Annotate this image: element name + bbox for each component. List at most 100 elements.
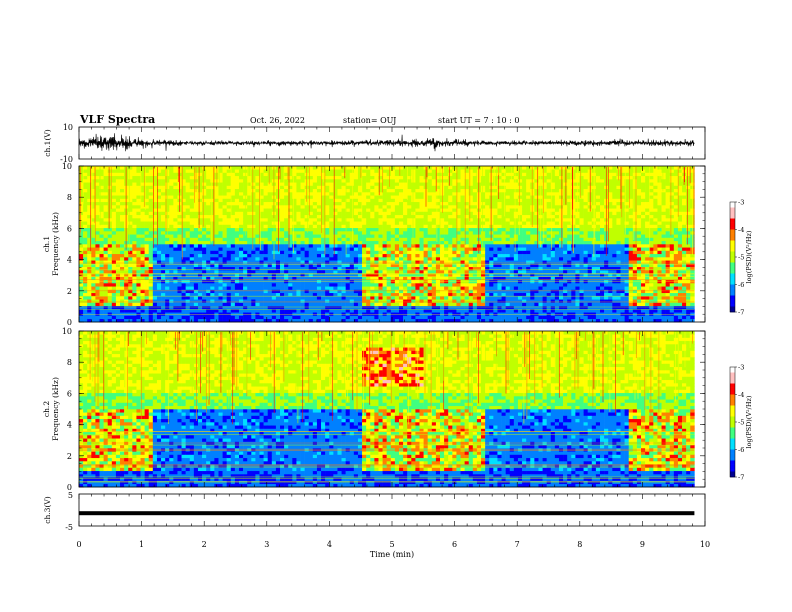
spectrogram-cell [374, 211, 379, 216]
spectrogram-cell [452, 286, 457, 290]
spectrogram-cell [185, 208, 191, 212]
spectrogram-cell [349, 192, 355, 196]
spectrogram-cell [152, 244, 158, 248]
spectrogram-cell [128, 234, 133, 238]
spectrogram-cell [427, 276, 433, 281]
spectrogram-cell [79, 279, 84, 284]
spectrogram-cell [366, 286, 371, 290]
spectrogram-cell [312, 309, 318, 313]
spectrogram-cell [181, 208, 186, 212]
spectrogram-cell [493, 312, 498, 316]
spectrogram-cell [394, 169, 400, 173]
spectrogram-cell [87, 292, 92, 297]
spectrogram-cell [152, 299, 158, 303]
spectrogram-cell [452, 283, 457, 287]
spectrogram-cell [177, 214, 182, 219]
spectrogram-cell [485, 169, 490, 173]
spectrogram-cell [132, 195, 137, 199]
spectrogram-cell [288, 253, 293, 258]
spectrogram-cell [99, 169, 104, 173]
spectrogram-cell [161, 214, 166, 219]
spectrogram-cell [493, 299, 498, 303]
spectrogram-cell [382, 289, 387, 294]
spectrogram-cell [210, 286, 215, 290]
spectrogram-cell [296, 201, 301, 206]
spectrogram-cell [156, 188, 162, 193]
spectrogram-cell [448, 309, 453, 313]
spectrogram-cell [407, 218, 412, 222]
spectrogram-cell [206, 211, 211, 216]
spectrogram-cell [341, 283, 346, 287]
spectrogram-cell [353, 169, 359, 173]
spectrogram-cell [95, 208, 100, 212]
spectrogram-cell [333, 260, 338, 264]
spectrogram-cell [247, 224, 252, 229]
spectrogram-cell [460, 201, 465, 206]
spectrogram-cell [206, 286, 211, 290]
spectrogram-cell [329, 247, 334, 251]
spectrogram-cell [485, 172, 490, 177]
spectrogram-cell [132, 208, 137, 212]
spectrogram-cell [316, 247, 322, 251]
spectrogram-cell [169, 188, 174, 193]
spectrogram-cell [99, 292, 104, 297]
spectrogram-cell [91, 221, 96, 225]
spectrogram-cell [87, 266, 92, 271]
spectrogram-cell [267, 179, 273, 183]
spectrogram-cell [308, 312, 314, 316]
spectrogram-cell [288, 289, 293, 294]
spectrogram-cell [423, 237, 428, 242]
spectrogram-cell [185, 182, 191, 186]
spectrogram-cell [382, 305, 387, 310]
spectrogram-cell [427, 257, 433, 261]
spectrogram-cell [296, 166, 301, 170]
spectrogram-cell [374, 286, 379, 290]
spectrogram-cell [255, 166, 260, 170]
spectrogram-cell [329, 182, 334, 186]
spectrogram-cell [91, 296, 96, 300]
spectrogram-cell [345, 201, 351, 206]
spectrogram-cell [333, 166, 338, 170]
spectrogram-cell [312, 273, 318, 277]
spectrogram-cell [394, 305, 400, 310]
spectrogram-cell [87, 240, 92, 245]
spectrogram-cell [230, 169, 236, 173]
spectrogram-cell [316, 292, 322, 297]
spectrogram-cell [210, 218, 215, 222]
spectrogram-cell [156, 192, 162, 196]
spectrogram-cell [403, 182, 408, 186]
spectrogram-cell [226, 250, 232, 255]
spectrogram-cell [415, 315, 420, 320]
spectrogram-cell [173, 211, 178, 216]
spectrogram-cell [485, 283, 490, 287]
spectrogram-cell [222, 296, 227, 300]
spectrogram-cell [95, 260, 100, 264]
spectrogram-cell [251, 234, 256, 238]
spectrogram-cell [181, 263, 186, 268]
spectrogram-cell [124, 279, 129, 284]
spectrogram-cell [456, 214, 461, 219]
spectrogram-cell [374, 302, 379, 307]
spectrogram-cell [169, 266, 174, 271]
spectrogram-cell [464, 253, 470, 258]
spectrogram-cell [312, 198, 318, 203]
spectrogram-cell [132, 172, 137, 177]
spectrogram-cell [144, 302, 150, 307]
spectrogram-cell [280, 263, 285, 268]
spectrogram-cell [275, 214, 281, 219]
spectrogram-cell [333, 289, 338, 294]
spectrogram-cell [362, 234, 367, 238]
spectrogram-cell [214, 260, 219, 264]
spectrogram-cell [226, 214, 232, 219]
spectrogram-cell [403, 283, 408, 287]
spectrogram-cell [444, 208, 449, 212]
spectrogram-cell [308, 205, 314, 209]
spectrogram-cell [321, 260, 326, 264]
spectrogram-cell [493, 273, 498, 277]
spectrogram-cell [226, 260, 232, 264]
spectrogram-cell [206, 315, 211, 320]
spectrogram-cell [312, 175, 318, 180]
spectrogram-cell [173, 305, 178, 310]
spectrogram-cell [95, 309, 100, 313]
spectrogram-cell [222, 273, 227, 277]
